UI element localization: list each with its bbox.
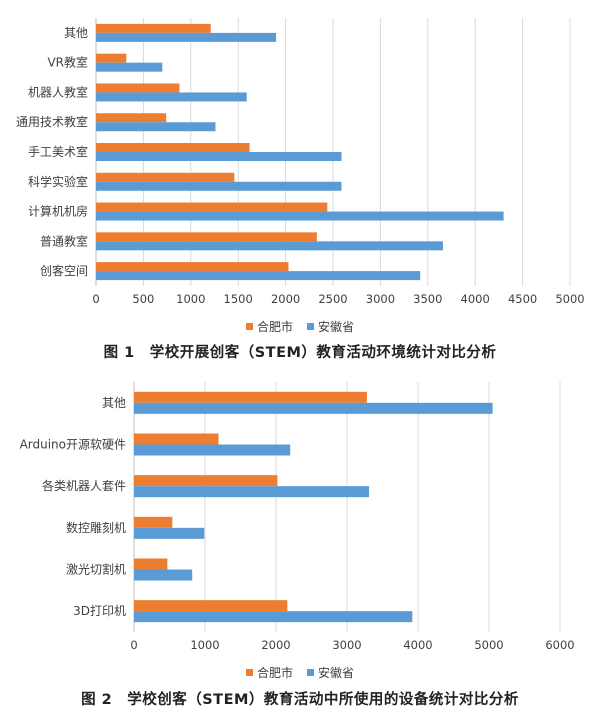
bar-anhui bbox=[134, 444, 291, 456]
bar-hefei bbox=[134, 391, 367, 403]
category-label: VR教室 bbox=[47, 55, 88, 70]
category-label: 计算机机房 bbox=[28, 204, 88, 219]
category-label: 各类机器人套件 bbox=[42, 478, 126, 493]
bar-anhui bbox=[96, 32, 277, 42]
bar-anhui bbox=[96, 152, 342, 161]
bar-hefei bbox=[96, 53, 127, 63]
category-label: 激光切割机 bbox=[66, 562, 126, 577]
bar-anhui bbox=[96, 92, 247, 102]
legend-swatch-hefei bbox=[245, 323, 253, 330]
legend-item-hefei: 合肥市 bbox=[245, 318, 293, 335]
x-tick-label: 500 bbox=[132, 292, 154, 306]
legend-item-anhui: 安徽省 bbox=[307, 664, 354, 681]
bar-hefei bbox=[96, 23, 211, 33]
legend-swatch-anhui bbox=[307, 669, 314, 676]
category-label: 数控雕刻机 bbox=[66, 520, 126, 535]
bar-hefei bbox=[96, 172, 235, 182]
bar-anhui bbox=[96, 241, 443, 251]
x-tick-label: 3500 bbox=[413, 292, 442, 306]
x-tick-label: 0 bbox=[130, 638, 137, 652]
chart-equipment: 0 1000 2000 3000 4000 5000 6000 其他 Arduino开源软硬件各… bbox=[0, 368, 600, 668]
category-label: Arduino开源软硬件 bbox=[20, 438, 126, 452]
bar-hefei bbox=[134, 558, 168, 570]
x-tick-label: 5000 bbox=[474, 638, 503, 652]
legend-item-hefei: 合肥市 bbox=[245, 664, 293, 681]
bar-hefei bbox=[96, 262, 289, 272]
chart-environment-svg: 0 500 1000 1500 2000 2500 3000 3500 4000 4500 5000… bbox=[16, 18, 585, 306]
bar-hefei bbox=[96, 232, 317, 242]
category-label: 3D打印机 bbox=[73, 604, 126, 618]
bar-hefei bbox=[134, 433, 219, 445]
figure-1-caption: 图 1 学校开展创客（STEM）教育活动环境统计对比分析 bbox=[103, 345, 497, 361]
x-tick-label: 6000 bbox=[545, 638, 574, 652]
x-tick-label: 5000 bbox=[555, 292, 584, 306]
category-label: 通用技术教室 bbox=[16, 114, 88, 129]
bar-hefei bbox=[134, 516, 173, 528]
x-tick-label: 0 bbox=[92, 292, 99, 306]
category-label: 科学实验室 bbox=[28, 174, 88, 189]
bar-anhui bbox=[96, 271, 421, 281]
bar-anhui bbox=[96, 211, 504, 221]
x-tick-label: 4000 bbox=[461, 292, 490, 306]
bar-hefei bbox=[96, 83, 180, 93]
legend-label-hefei: 合肥市 bbox=[256, 320, 293, 334]
x-tick-label: 1500 bbox=[224, 292, 253, 306]
x-tick-label: 2500 bbox=[318, 292, 347, 306]
x-tick-label: 3000 bbox=[332, 638, 361, 652]
bar-anhui bbox=[134, 569, 193, 581]
category-label: 机器人教室 bbox=[28, 84, 88, 99]
category-label: 其他 bbox=[102, 396, 126, 410]
legend-swatch-hefei bbox=[245, 669, 253, 676]
chart-equipment-svg: 0 1000 2000 3000 4000 5000 6000 其他 Arduino开源软硬件各… bbox=[20, 382, 575, 652]
legend-label-anhui: 安徽省 bbox=[318, 320, 355, 334]
x-tick-label: 1000 bbox=[190, 638, 219, 652]
x-tick-label: 1000 bbox=[176, 292, 205, 306]
category-label: 手工美术室 bbox=[28, 144, 88, 159]
x-tick-label: 2000 bbox=[261, 638, 290, 652]
x-tick-label: 2000 bbox=[271, 292, 300, 306]
bar-anhui bbox=[96, 181, 342, 191]
category-label: 普通教室 bbox=[40, 233, 88, 248]
bar-anhui bbox=[134, 486, 370, 498]
bar-hefei bbox=[96, 113, 167, 123]
bar-anhui bbox=[134, 402, 493, 414]
bar-hefei bbox=[134, 600, 288, 612]
bar-anhui bbox=[134, 527, 205, 539]
chart-environment-legend: 合肥市 安徽省 bbox=[0, 318, 600, 335]
bar-hefei bbox=[134, 475, 278, 487]
x-tick-label: 4500 bbox=[508, 292, 537, 306]
legend-item-anhui: 安徽省 bbox=[307, 318, 354, 335]
bar-hefei bbox=[96, 202, 328, 212]
bar-anhui bbox=[96, 62, 163, 72]
legend-swatch-anhui bbox=[307, 323, 314, 330]
x-tick-label: 4000 bbox=[403, 638, 432, 652]
category-label: 其他 bbox=[64, 26, 88, 40]
bar-anhui bbox=[96, 122, 216, 132]
bar-anhui bbox=[134, 611, 413, 623]
category-label: 创客空间 bbox=[40, 263, 88, 278]
bar-hefei bbox=[96, 143, 250, 152]
x-tick-label: 3000 bbox=[366, 292, 395, 306]
figure-2-caption: 图 2 学校创客（STEM）教育活动中所使用的设备统计对比分析 bbox=[81, 692, 519, 708]
chart-environment: 0 500 1000 1500 2000 2500 3000 3500 4000 4500 5000… bbox=[0, 0, 600, 320]
legend-label-anhui: 安徽省 bbox=[318, 666, 355, 680]
legend-label-hefei: 合肥市 bbox=[256, 666, 293, 680]
chart-equipment-legend: 合肥市 安徽省 bbox=[0, 664, 600, 681]
